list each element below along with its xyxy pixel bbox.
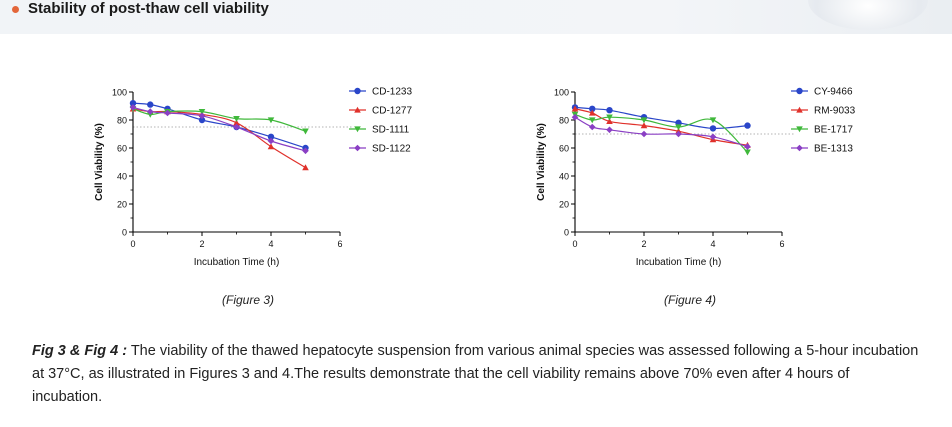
y-tick-label: 40 bbox=[559, 172, 569, 182]
data-point-cd-1233 bbox=[267, 133, 275, 140]
data-point-be-1717 bbox=[588, 117, 596, 124]
section-title: Stability of post-thaw cell viability bbox=[28, 0, 269, 17]
legend-marker-cd-1233 bbox=[354, 87, 361, 95]
legend-label-be-1313: BE-1313 bbox=[814, 144, 853, 155]
y-tick-label: 60 bbox=[117, 144, 127, 154]
data-point-sd-1122 bbox=[146, 108, 154, 115]
legend-marker-rm-9033 bbox=[796, 106, 803, 113]
figure-3-label: (Figure 3) bbox=[222, 293, 275, 307]
legend-label-cd-1277: CD-1277 bbox=[372, 106, 412, 117]
legend-marker-be-1717 bbox=[796, 126, 803, 133]
figure-caption: Fig 3 & Fig 4 : The viability of the tha… bbox=[32, 340, 922, 409]
caption-lead: Fig 3 & Fig 4 : bbox=[32, 343, 128, 359]
x-tick-label: 4 bbox=[268, 239, 273, 249]
legend-marker-sd-1122 bbox=[354, 144, 361, 152]
data-point-sd-1111 bbox=[267, 117, 275, 124]
y-tick-label: 0 bbox=[122, 228, 127, 238]
data-point-sd-1122 bbox=[164, 109, 171, 117]
y-tick-label: 0 bbox=[564, 228, 569, 238]
data-point-be-1717 bbox=[744, 149, 751, 156]
legend-label-cd-1233: CD-1233 bbox=[372, 87, 412, 98]
legend-marker-cy-9466 bbox=[796, 87, 803, 95]
series-line-rm-9033 bbox=[574, 108, 748, 146]
data-point-cy-9466 bbox=[709, 125, 717, 132]
x-axis-label: Incubation Time (h) bbox=[194, 257, 280, 268]
decorative-bubble-icon bbox=[808, 0, 928, 30]
data-point-rm-9033 bbox=[588, 109, 596, 116]
data-point-be-1313 bbox=[606, 126, 613, 134]
legend-label-rm-9033: RM-9033 bbox=[814, 106, 856, 117]
legend-marker-be-1313 bbox=[796, 144, 803, 152]
data-point-rm-9033 bbox=[640, 122, 648, 129]
data-point-sd-1122 bbox=[129, 104, 137, 111]
data-point-be-1313 bbox=[640, 130, 648, 138]
y-tick-label: 100 bbox=[112, 88, 127, 98]
x-tick-label: 0 bbox=[572, 239, 577, 249]
y-tick-label: 60 bbox=[559, 144, 569, 154]
figure-4-chart: 0 20 40 60 80 100 0 2 4 6 Incubation Time (h) Cell … bbox=[536, 87, 856, 269]
x-axis-label: Incubation Time (h) bbox=[636, 257, 722, 268]
figure-4-label: (Figure 4) bbox=[664, 293, 717, 307]
data-point-sd-1122 bbox=[267, 137, 275, 145]
series-line-sd-1122 bbox=[132, 106, 306, 152]
x-tick-label: 6 bbox=[779, 239, 784, 249]
y-tick-label: 40 bbox=[117, 172, 127, 182]
x-tick-label: 4 bbox=[710, 239, 715, 249]
data-point-cd-1233 bbox=[129, 100, 137, 107]
x-tick-label: 2 bbox=[199, 239, 204, 249]
data-point-be-1717 bbox=[606, 114, 613, 121]
data-point-cy-9466 bbox=[744, 122, 751, 129]
y-tick-label: 20 bbox=[559, 200, 569, 210]
x-tick-label: 2 bbox=[641, 239, 646, 249]
figure-3-chart: 0 20 40 60 80 100 0 2 4 6 Incubation Time (h) Cell … bbox=[94, 87, 412, 269]
legend-marker-sd-1111 bbox=[354, 126, 361, 133]
section-header: Stability of post-thaw cell viability bbox=[0, 0, 952, 34]
data-point-cd-1233 bbox=[147, 101, 154, 108]
data-point-cd-1277 bbox=[302, 164, 309, 171]
bullet-dot-icon bbox=[12, 6, 19, 13]
data-point-be-1717 bbox=[675, 124, 682, 131]
legend-marker-cd-1277 bbox=[354, 106, 361, 113]
caption-text: The viability of the thawed hepatocyte s… bbox=[32, 343, 919, 405]
data-point-cd-1233 bbox=[198, 116, 206, 124]
data-point-sd-1111 bbox=[302, 128, 309, 135]
data-point-rm-9033 bbox=[606, 118, 613, 125]
legend-label-be-1717: BE-1717 bbox=[814, 125, 853, 136]
data-point-be-1313 bbox=[588, 123, 596, 131]
data-point-cy-9466 bbox=[606, 107, 613, 114]
data-point-be-1717 bbox=[709, 117, 717, 124]
data-point-sd-1122 bbox=[233, 123, 240, 131]
data-point-rm-9033 bbox=[571, 105, 579, 112]
data-point-sd-1111 bbox=[233, 115, 240, 122]
legend-label-sd-1122: SD-1122 bbox=[372, 144, 411, 155]
y-tick-label: 20 bbox=[117, 200, 127, 210]
y-tick-label: 100 bbox=[554, 88, 569, 98]
data-point-cy-9466 bbox=[589, 105, 596, 112]
legend-label-cy-9466: CY-9466 bbox=[814, 87, 853, 98]
y-tick-label: 80 bbox=[117, 116, 127, 126]
y-tick-label: 80 bbox=[559, 116, 569, 126]
data-point-cd-1277 bbox=[233, 119, 240, 126]
data-point-be-1717 bbox=[640, 117, 648, 124]
series-line-cd-1233 bbox=[132, 102, 306, 149]
legend-label-sd-1111: SD-1111 bbox=[372, 125, 410, 136]
x-tick-label: 0 bbox=[130, 239, 135, 249]
data-point-sd-1122 bbox=[198, 112, 206, 120]
x-tick-label: 6 bbox=[337, 239, 342, 249]
series-line-cd-1277 bbox=[132, 108, 306, 169]
y-axis-label: Cell Viability (%) bbox=[94, 123, 105, 201]
y-axis-label: Cell Viability (%) bbox=[536, 123, 547, 201]
series-line-be-1313 bbox=[574, 116, 748, 148]
data-point-sd-1111 bbox=[198, 108, 206, 115]
data-point-cd-1277 bbox=[267, 143, 275, 150]
